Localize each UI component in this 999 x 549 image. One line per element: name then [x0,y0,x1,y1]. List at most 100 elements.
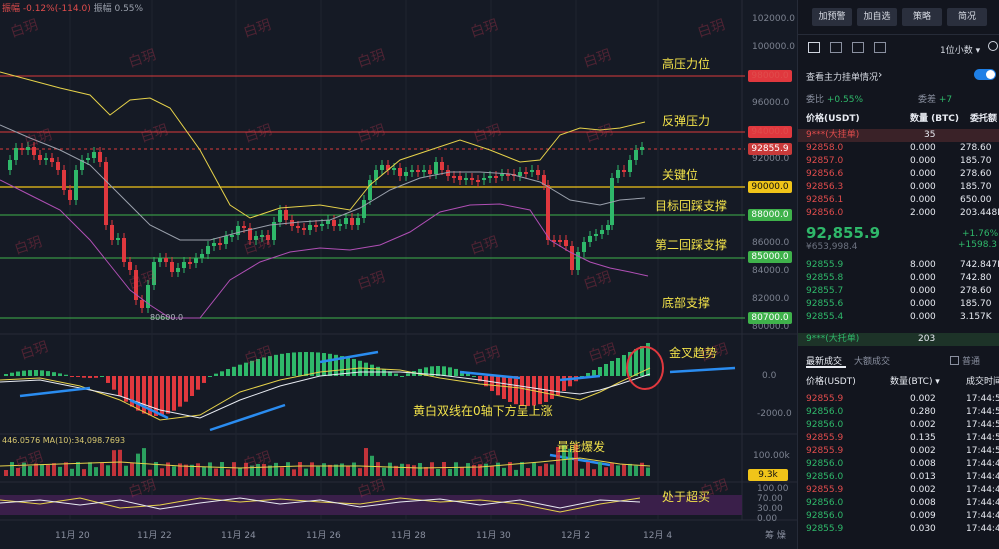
normal-checkbox[interactable] [950,356,959,365]
macd-bar [70,376,74,377]
price-axis-label: 100000.0 [752,42,795,52]
trade-row[interactable]: 92855.9 0.002 17:44:50 [798,445,999,458]
bid-row[interactable]: 92855.9 8.000 742.847K [798,259,999,272]
trade-qty: 0.002 [910,394,936,404]
annotation-second-support: 第二回踩支撑 [655,238,728,252]
candle-body [530,170,534,172]
depth-toggle[interactable] [974,69,996,80]
candle-body [182,262,186,268]
macd-bar [208,376,212,377]
volume-bar [370,455,374,476]
candle-body [374,170,378,180]
trade-col-qty[interactable]: 数量(BTC) ▾ [890,377,940,387]
strategy-button[interactable]: 策略 [902,8,942,26]
bid-row[interactable]: 92855.4 0.000 3.157K [798,311,999,324]
settings-icon[interactable] [988,41,998,51]
ask-row[interactable]: 92856.1 0.000 650.00 [798,194,999,207]
macd-bar [346,357,350,376]
big-sell-row[interactable]: 9***(大挂单) 35 [798,129,999,142]
volume-bar [466,463,470,476]
action-buttons: 加预警 加自选 策略 简况 [798,0,999,26]
overview-button[interactable]: 简况 [947,8,987,26]
volume-bar [10,462,14,476]
trade-row[interactable]: 92856.0 0.008 17:44:49 [798,458,999,471]
trade-row[interactable]: 92856.0 0.013 17:44:49 [798,471,999,484]
ask-price: 92856.3 [806,182,844,192]
candle-body [302,228,306,230]
ask-qty: 0.000 [910,156,936,166]
macd-bar [88,376,92,378]
big-buy-row[interactable]: 9***(大托单) 203 [798,333,999,346]
add-watchlist-button[interactable]: 加自选 [857,8,897,26]
depth-title[interactable]: 查看主力挂单情况 [806,73,879,83]
ask-row[interactable]: 92858.0 0.000 278.60 [798,142,999,155]
depth-buy-icon[interactable] [852,42,864,53]
trade-time: 17:44:48 [966,524,999,534]
trade-row[interactable]: 92855.9 0.030 17:44:48 [798,523,999,536]
ask-row[interactable]: 92856.6 0.000 278.60 [798,168,999,181]
trade-time: 17:44:49 [966,459,999,469]
add-alert-button[interactable]: 加预警 [812,8,852,26]
trade-row[interactable]: 92855.9 0.002 17:44:51 [798,393,999,406]
candle-body [194,258,198,263]
trade-row[interactable]: 92856.0 0.008 17:44:49 [798,497,999,510]
trade-row[interactable]: 92855.9 0.135 17:44:51 [798,432,999,445]
candle-body [320,224,324,226]
trade-row[interactable]: 92855.9 0.002 17:44:49 [798,484,999,497]
trade-row[interactable]: 92856.0 0.002 17:44:51 [798,419,999,432]
kline-chart-svg[interactable] [0,0,797,549]
depth-sell-icon[interactable] [830,42,842,53]
ask-amount: 650.00 [960,195,992,205]
precision-select[interactable]: 1位小数 ▾ [940,46,981,56]
candle-body [536,170,540,175]
candle-body [152,262,156,285]
bid-row[interactable]: 92855.6 0.000 185.70 [798,298,999,311]
trade-row[interactable]: 92856.0 0.009 17:44:49 [798,510,999,523]
candle-body [518,172,522,176]
ask-row[interactable]: 92856.0 2.000 203.448K [798,207,999,220]
macd-bar [394,373,398,376]
candle-body [74,170,78,200]
macd-bar [64,374,68,376]
ask-price: 92857.0 [806,156,844,166]
ask-row[interactable]: 92856.3 0.000 185.70 [798,181,999,194]
x-axis-label: 11月 22 [137,531,172,541]
volume-bar [274,462,278,476]
volume-bar [4,470,8,476]
macd-bar [124,376,128,402]
col-qty: 数量 (BTC) [910,114,959,124]
candle-body [332,220,336,226]
trade-price: 92855.9 [806,394,844,404]
candle-body [470,178,474,180]
depth-fullscreen-icon[interactable] [874,42,886,53]
candle-body [62,170,66,190]
trade-qty: 0.280 [910,407,936,417]
trend-arrow [19,386,91,398]
volume-bar [166,462,170,476]
macd-bar [352,359,356,376]
trade-row[interactable]: 92856.0 0.280 17:44:51 [798,406,999,419]
order-ratio: 委比 +0.55% [806,92,863,105]
normal-label: 普通 [962,357,981,367]
candle-body [8,160,12,170]
kline-chart-area[interactable]: 振幅 -0.12%(-114.0) 振幅 0.55% 102000.0 1000… [0,0,797,549]
trade-col-price: 价格(USDT) [806,377,856,387]
bid-row[interactable]: 92855.7 0.000 278.60 [798,285,999,298]
order-book-panel: 加预警 加自选 策略 简况 1位小数 ▾ 查看主力挂单情况 › 委比 +0.55… [797,0,999,549]
candle-body [212,243,216,246]
bid-row[interactable]: 92855.8 0.000 742.80 [798,272,999,285]
volume-bar [352,462,356,476]
trade-price: 92856.0 [806,459,844,469]
volume-bar [610,462,614,476]
chevron-right-icon[interactable]: › [878,68,883,81]
macd-bar [58,373,62,376]
tab-large-trades[interactable]: 大额成交 [854,357,891,367]
depth-both-icon[interactable] [808,42,820,53]
candle-body [224,236,228,244]
trade-time: 17:44:49 [966,498,999,508]
ask-row[interactable]: 92857.0 0.000 185.70 [798,155,999,168]
trend-arrow [209,403,286,432]
macd-bar [520,376,524,406]
tab-latest-trades[interactable]: 最新成交 [806,357,843,367]
volume-bar [262,464,266,476]
